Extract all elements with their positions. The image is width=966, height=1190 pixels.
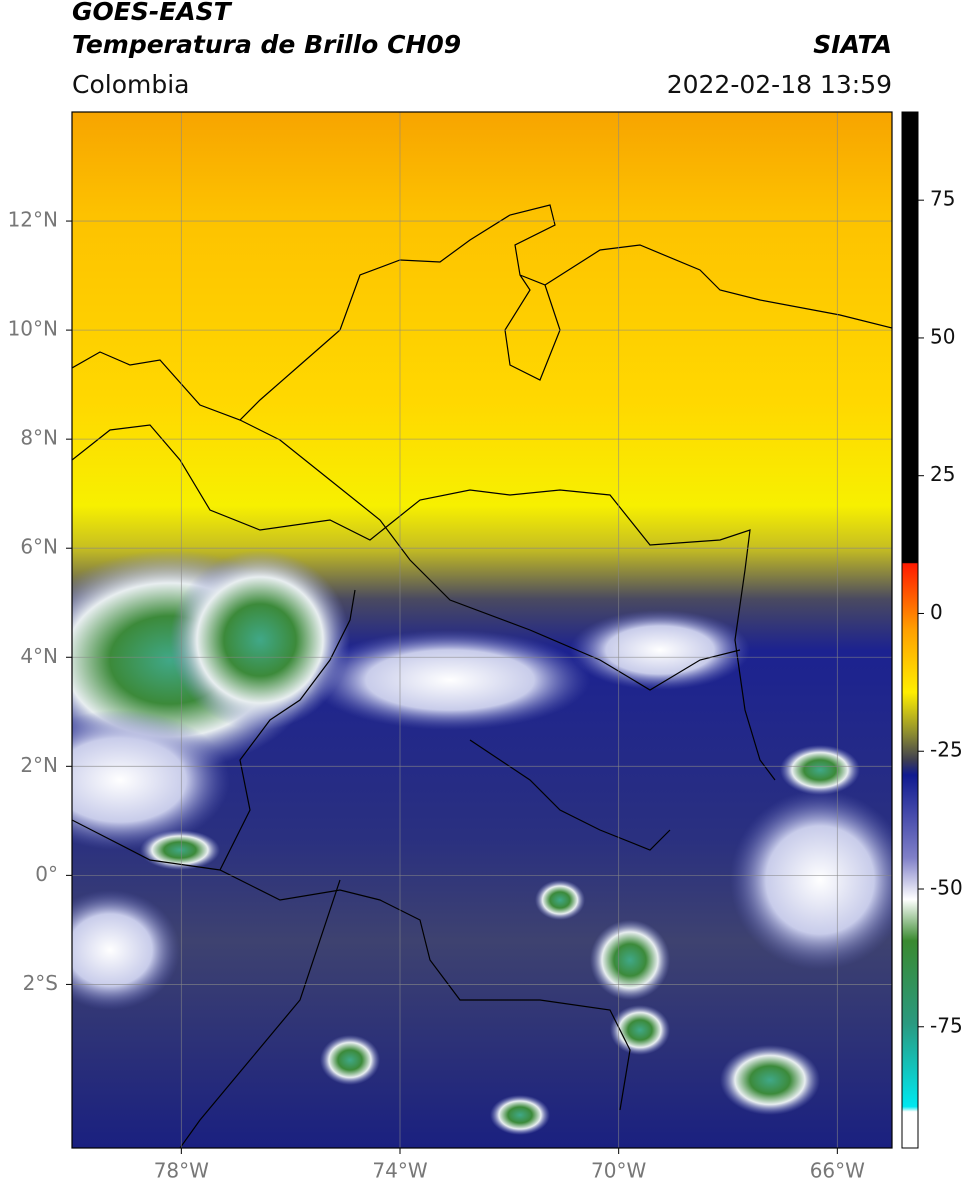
region: Colombia [72, 70, 189, 99]
y-tick-label: 12°N [8, 208, 58, 232]
title: GOES-EAST [72, 0, 233, 26]
brand: SIATA [813, 30, 892, 59]
y-tick-label: 2°S [23, 971, 58, 995]
y-tick-label: 10°N [8, 317, 58, 341]
x-tick-label: 74°W [372, 1159, 427, 1183]
colorbar [901, 111, 919, 1149]
colorbar-tick-label: 25 [930, 462, 955, 486]
satellite-image [72, 112, 892, 1148]
colorbar-tick-label: -25 [930, 738, 963, 762]
y-tick-label: 0° [35, 862, 58, 886]
subtitle: Temperatura de Brillo CH09 [72, 30, 461, 59]
colorbar-tick-label: -50 [930, 876, 963, 900]
colorbar-tick-label: -75 [930, 1013, 963, 1037]
colorbar-tick-label: 75 [930, 187, 955, 211]
colorbar-tick-label: 50 [930, 324, 955, 348]
colorbar-tick-label: 0 [930, 600, 943, 624]
grid [72, 112, 892, 1148]
y-tick-label: 8°N [20, 426, 58, 450]
map-frame [71, 111, 893, 1149]
x-tick-label: 66°W [810, 1159, 865, 1183]
x-tick-label: 78°W [154, 1159, 209, 1183]
y-tick-label: 4°N [20, 644, 58, 668]
datetime: 2022-02-18 13:59 [667, 70, 892, 99]
y-tick-label: 6°N [20, 535, 58, 559]
x-tick-label: 70°W [591, 1159, 646, 1183]
y-tick-label: 2°N [20, 753, 58, 777]
